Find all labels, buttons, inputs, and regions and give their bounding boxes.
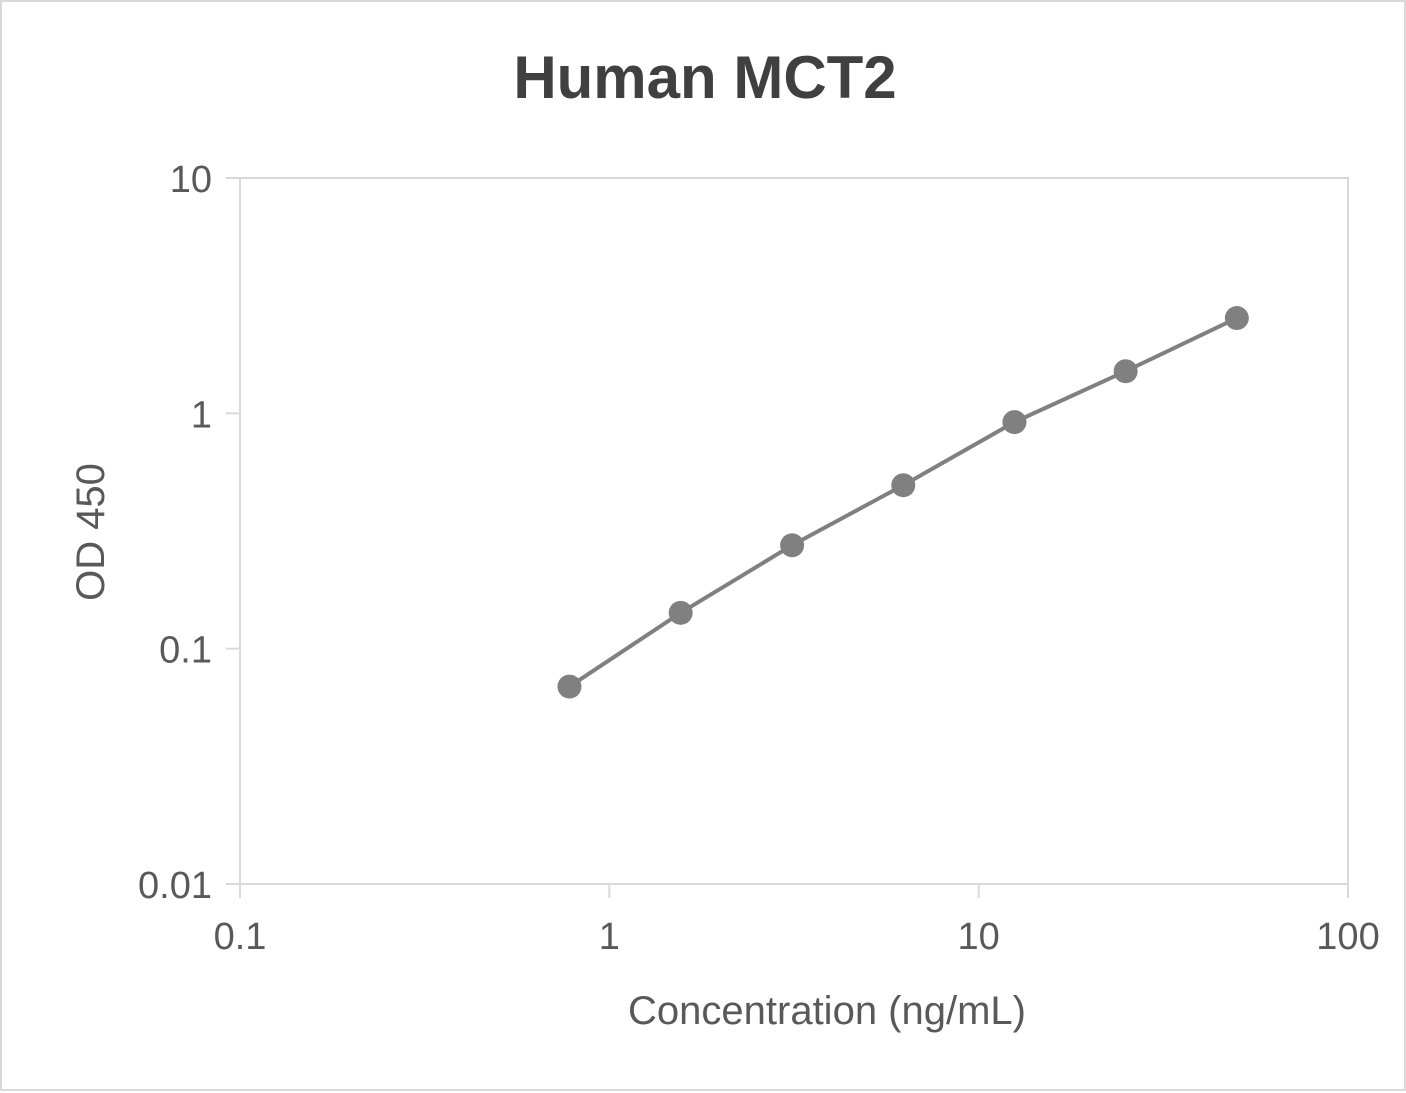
x-tick-label: 100 (1316, 916, 1379, 958)
data-point (780, 533, 805, 558)
x-axis-label: Concentration (ng/mL) (628, 989, 1026, 1033)
data-point (1224, 306, 1249, 331)
data-point (1113, 359, 1138, 384)
y-tick-label: 10 (170, 159, 212, 201)
x-tick-label: 0.1 (214, 916, 267, 958)
x-tick-label: 10 (958, 916, 1000, 958)
y-tick-label: 1 (191, 394, 212, 436)
data-point (557, 674, 582, 699)
data-point (891, 473, 916, 498)
y-tick-label: 0.01 (138, 865, 212, 907)
data-point (1002, 410, 1027, 435)
y-tick-label: 0.1 (159, 630, 212, 672)
x-tick-label: 1 (599, 916, 620, 958)
plot-area-border (239, 177, 1349, 885)
chart-title: Human MCT2 (513, 44, 896, 111)
data-point (668, 600, 693, 625)
y-axis-label: OD 450 (69, 463, 113, 601)
